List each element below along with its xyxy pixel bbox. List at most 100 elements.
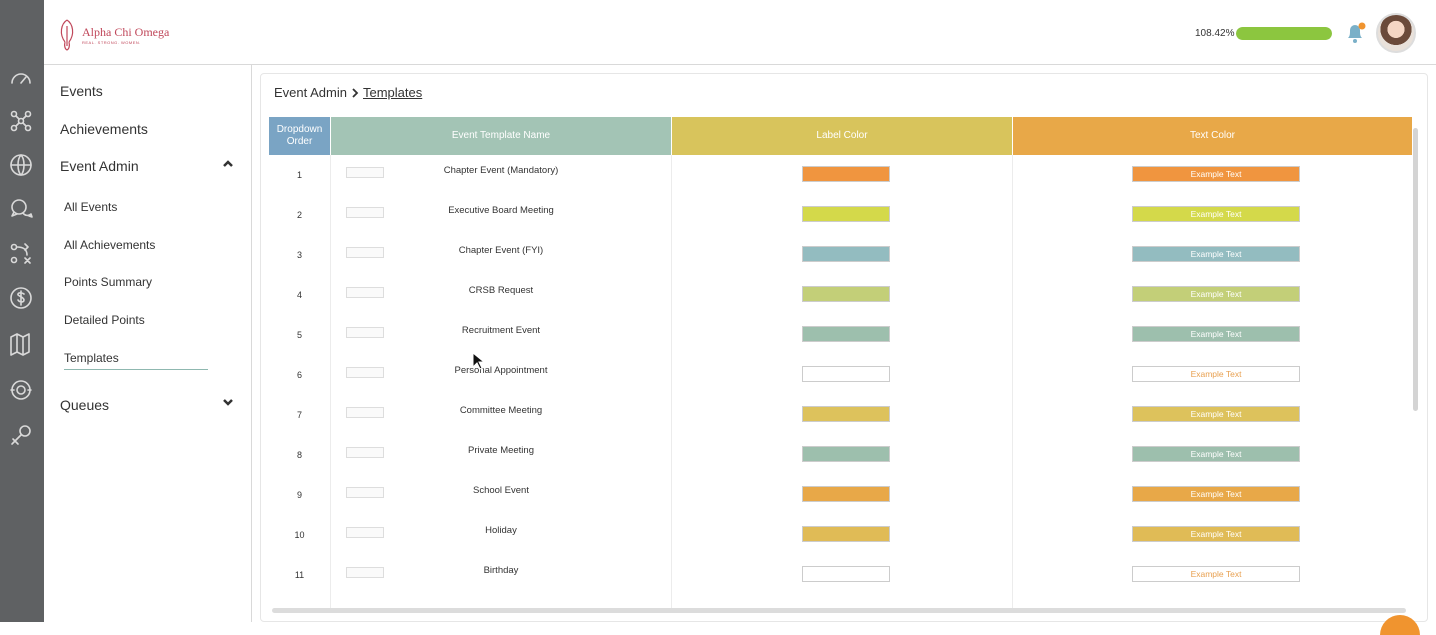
mouse-cursor-icon [472, 352, 484, 370]
sidebar-item-queues[interactable]: Queues [60, 397, 110, 413]
drag-handle[interactable] [346, 327, 384, 338]
sidebar-item-events[interactable]: Events [60, 83, 103, 99]
text-color-example[interactable]: Example Text [1132, 166, 1300, 182]
table-row[interactable]: 8 Private Meeting Example Text [269, 435, 1412, 475]
table-row[interactable]: 7 Committee Meeting Example Text [269, 395, 1412, 435]
text-color-example[interactable]: Example Text [1132, 206, 1300, 222]
table-row[interactable]: 3 Chapter Event (FYI) Example Text [269, 235, 1412, 275]
sidebar-item-detailed-points[interactable]: Detailed Points [64, 313, 145, 327]
cell-dropdown-order: 2 [296, 210, 302, 220]
drag-handle[interactable] [346, 487, 384, 498]
cell-dropdown-order: 1 [296, 170, 302, 180]
label-color-swatch[interactable] [802, 286, 890, 302]
speedometer-icon[interactable] [7, 64, 35, 92]
label-color-swatch[interactable] [802, 366, 890, 382]
table-row[interactable]: 1 Chapter Event (Mandatory) Example Text [269, 155, 1412, 195]
label-color-swatch[interactable] [802, 246, 890, 262]
cell-dropdown-order: 4 [296, 290, 302, 300]
drag-handle[interactable] [346, 367, 384, 378]
header-event-template-name[interactable]: Event Template Name [331, 117, 671, 155]
breadcrumb-event-admin[interactable]: Event Admin [274, 85, 347, 100]
label-color-swatch[interactable] [802, 566, 890, 582]
sidebar-item-templates[interactable]: Templates [64, 351, 119, 365]
label-color-swatch[interactable] [802, 326, 890, 342]
table-row[interactable]: 9 School Event Example Text [269, 475, 1412, 515]
chevron-right-icon [352, 87, 359, 98]
label-color-swatch[interactable] [802, 166, 890, 182]
cell-dropdown-order: 3 [296, 250, 302, 260]
text-color-example[interactable]: Example Text [1132, 286, 1300, 302]
text-color-example[interactable]: Example Text [1132, 366, 1300, 382]
cell-template-name: Chapter Event (Mandatory) [443, 165, 559, 176]
key-icon[interactable] [7, 421, 35, 449]
drag-handle[interactable] [346, 167, 384, 178]
chat-icon[interactable] [7, 195, 35, 223]
breadcrumb-templates[interactable]: Templates [363, 85, 423, 100]
drag-handle[interactable] [346, 447, 384, 458]
cell-dropdown-order: 9 [296, 490, 302, 500]
text-color-example[interactable]: Example Text [1132, 446, 1300, 462]
text-color-example[interactable]: Example Text [1132, 526, 1300, 542]
label-color-swatch[interactable] [802, 526, 890, 542]
text-color-example[interactable]: Example Text [1132, 406, 1300, 422]
drag-handle[interactable] [346, 247, 384, 258]
table-header: Dropdown Order Event Template Name Label… [269, 117, 1412, 155]
cell-dropdown-order: 6 [296, 370, 302, 380]
avatar[interactable] [1376, 13, 1416, 53]
cell-template-name: Holiday [485, 525, 517, 536]
network-icon[interactable] [7, 107, 35, 135]
cell-template-name: School Event [473, 485, 529, 496]
brand-logo[interactable]: Alpha Chi Omega REAL. STRONG. WOMEN. [56, 18, 169, 52]
cell-dropdown-order: 7 [296, 410, 302, 420]
strategy-icon[interactable] [7, 239, 35, 267]
header-label-color[interactable]: Label Color [672, 117, 1012, 155]
text-color-example[interactable]: Example Text [1132, 246, 1300, 262]
drag-handle[interactable] [346, 287, 384, 298]
chevron-down-icon[interactable] [222, 395, 234, 407]
sidebar-item-points-summary[interactable]: Points Summary [64, 275, 153, 289]
globe-icon[interactable] [7, 151, 35, 179]
cell-template-name: CRSB Request [468, 285, 534, 296]
cell-template-name: Executive Board Meeting [448, 205, 554, 216]
table-row[interactable]: 10 Holiday Example Text [269, 515, 1412, 555]
dollar-icon[interactable] [7, 284, 35, 312]
vertical-scrollbar[interactable] [1413, 128, 1418, 411]
progress-percentage: 108.42% [1195, 28, 1235, 39]
sidebar-item-all-events[interactable]: All Events [64, 200, 118, 214]
header-text-color[interactable]: Text Color [1013, 117, 1412, 155]
drag-handle[interactable] [346, 407, 384, 418]
sidebar-item-achievements[interactable]: Achievements [60, 121, 148, 137]
table-row[interactable]: 5 Recruitment Event Example Text [269, 315, 1412, 355]
breadcrumb: Event Admin Templates [274, 85, 422, 100]
progress-bar-fill [1236, 27, 1332, 40]
brand-tagline: REAL. STRONG. WOMEN. [82, 40, 141, 45]
sidebar-item-all-achievements[interactable]: All Achievements [64, 238, 156, 252]
label-color-swatch[interactable] [802, 406, 890, 422]
table-row[interactable]: 11 Birthday Example Text [269, 555, 1412, 595]
chevron-up-icon[interactable] [222, 157, 234, 169]
cell-dropdown-order: 11 [294, 570, 305, 580]
header-dropdown-order[interactable]: Dropdown Order [269, 117, 330, 155]
text-color-example[interactable]: Example Text [1132, 486, 1300, 502]
progress-bar [1236, 27, 1332, 40]
support-icon[interactable] [7, 376, 35, 404]
label-color-swatch[interactable] [802, 206, 890, 222]
drag-handle[interactable] [346, 527, 384, 538]
table-row[interactable]: 2 Executive Board Meeting Example Text [269, 195, 1412, 235]
drag-handle[interactable] [346, 207, 384, 218]
cell-template-name: Committee Meeting [459, 405, 543, 416]
notification-bell-icon[interactable] [1342, 20, 1368, 46]
table-row[interactable]: 6 Personal Appointment Example Text [269, 355, 1412, 395]
cell-template-name: Chapter Event (FYI) [458, 245, 544, 256]
text-color-example[interactable]: Example Text [1132, 326, 1300, 342]
horizontal-scrollbar[interactable] [272, 608, 1406, 613]
drag-handle[interactable] [346, 567, 384, 578]
sidebar-item-event-admin[interactable]: Event Admin [60, 158, 139, 174]
text-color-example[interactable]: Example Text [1132, 566, 1300, 582]
label-color-swatch[interactable] [802, 486, 890, 502]
label-color-swatch[interactable] [802, 446, 890, 462]
templates-table: Dropdown Order Event Template Name Label… [269, 117, 1412, 609]
books-icon[interactable] [7, 329, 35, 357]
icon-nav-bar [0, 0, 44, 622]
table-row[interactable]: 4 CRSB Request Example Text [269, 275, 1412, 315]
